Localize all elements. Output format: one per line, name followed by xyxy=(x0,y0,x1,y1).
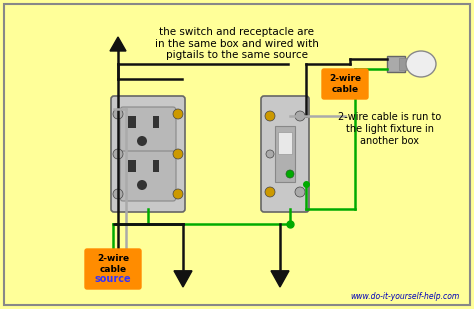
Bar xyxy=(128,116,136,128)
Circle shape xyxy=(265,111,275,121)
Text: source: source xyxy=(95,274,131,284)
Bar xyxy=(275,126,295,182)
Bar xyxy=(399,58,407,70)
Text: 2-wire
cable: 2-wire cable xyxy=(329,74,361,94)
Text: the switch and receptacle are
in the same box and wired with
pigtails to the sam: the switch and receptacle are in the sam… xyxy=(155,27,319,60)
Bar xyxy=(387,56,405,72)
FancyBboxPatch shape xyxy=(111,96,185,212)
Bar xyxy=(128,160,136,172)
Text: 2-wire
cable: 2-wire cable xyxy=(97,254,129,274)
Bar xyxy=(278,132,292,154)
Text: www.do-it-yourself-help.com: www.do-it-yourself-help.com xyxy=(351,292,460,301)
Circle shape xyxy=(295,111,305,121)
Circle shape xyxy=(113,189,123,199)
Circle shape xyxy=(113,109,123,119)
Circle shape xyxy=(295,187,305,197)
Circle shape xyxy=(173,149,183,159)
Circle shape xyxy=(173,189,183,199)
Text: 2-wire cable is run to
the light fixture in
another box: 2-wire cable is run to the light fixture… xyxy=(338,112,442,146)
Polygon shape xyxy=(110,37,126,51)
FancyBboxPatch shape xyxy=(261,96,309,212)
Circle shape xyxy=(173,109,183,119)
Polygon shape xyxy=(271,271,289,287)
Circle shape xyxy=(286,170,294,178)
Polygon shape xyxy=(174,271,192,287)
Circle shape xyxy=(137,136,147,146)
FancyBboxPatch shape xyxy=(85,249,141,289)
FancyBboxPatch shape xyxy=(120,151,176,201)
FancyBboxPatch shape xyxy=(120,107,176,157)
Circle shape xyxy=(113,149,123,159)
Circle shape xyxy=(266,150,274,158)
FancyBboxPatch shape xyxy=(322,69,368,99)
Bar xyxy=(153,116,159,128)
Ellipse shape xyxy=(406,51,436,77)
Circle shape xyxy=(265,187,275,197)
Circle shape xyxy=(137,180,147,190)
Bar xyxy=(153,160,159,172)
